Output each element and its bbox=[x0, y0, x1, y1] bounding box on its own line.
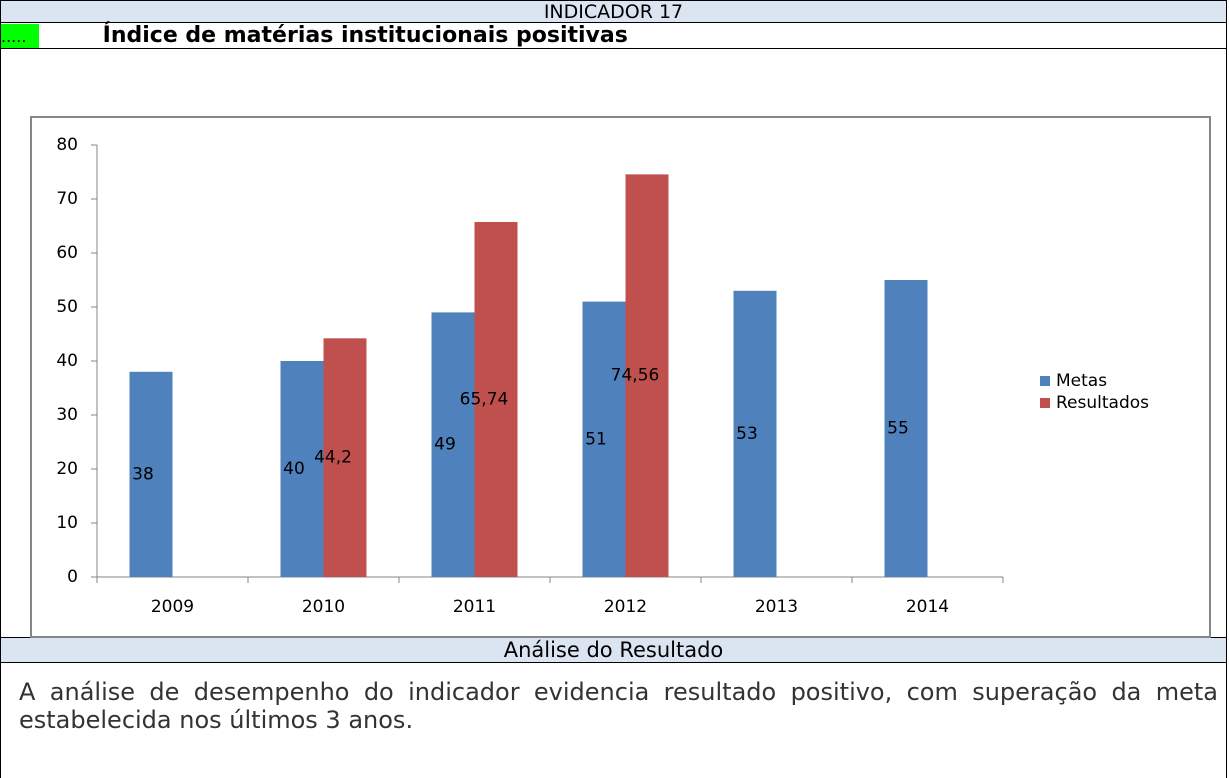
x-tick-label: 2013 bbox=[755, 597, 798, 617]
x-tick-label: 2012 bbox=[604, 597, 647, 617]
x-tick-label: 2010 bbox=[302, 597, 345, 617]
bar bbox=[884, 280, 928, 577]
analysis-cell: A análise de desempenho do indicador evi… bbox=[0, 662, 1227, 778]
data-label: 55 bbox=[887, 419, 909, 439]
bar bbox=[625, 174, 669, 577]
marker: ..... bbox=[1, 24, 39, 49]
x-tick-label: 2014 bbox=[906, 597, 949, 617]
bar bbox=[323, 338, 367, 577]
analysis-title: Análise do Resultado bbox=[503, 638, 724, 662]
analysis-text: A análise de desempenho do indicador evi… bbox=[19, 678, 1218, 734]
y-tick-label: 50 bbox=[56, 297, 78, 317]
bar bbox=[129, 371, 173, 577]
data-label: 53 bbox=[736, 424, 758, 444]
y-tick-label: 70 bbox=[56, 189, 78, 209]
bar bbox=[474, 222, 518, 577]
analysis-band: Análise do Resultado bbox=[0, 637, 1227, 663]
data-label: 74,56 bbox=[611, 366, 660, 386]
bar bbox=[280, 361, 324, 577]
data-label: 65,74 bbox=[460, 390, 509, 410]
y-tick-label: 40 bbox=[56, 351, 78, 371]
chart-cell bbox=[0, 48, 1227, 638]
x-tick-label: 2009 bbox=[151, 597, 194, 617]
header-band: INDICADOR 17 bbox=[0, 0, 1227, 23]
data-label: 49 bbox=[434, 435, 456, 455]
legend-label: Resultados bbox=[1056, 393, 1149, 413]
legend-swatch bbox=[1040, 376, 1050, 386]
bar bbox=[582, 301, 626, 577]
y-tick-label: 60 bbox=[56, 243, 78, 263]
data-label: 44,2 bbox=[314, 448, 352, 468]
bar bbox=[431, 312, 475, 577]
y-tick-label: 80 bbox=[56, 135, 78, 155]
data-label: 38 bbox=[132, 464, 154, 484]
y-tick-label: 0 bbox=[67, 567, 78, 587]
x-tick-label: 2011 bbox=[453, 597, 496, 617]
header-title: INDICADOR 17 bbox=[543, 1, 684, 23]
legend-label: Metas bbox=[1056, 371, 1107, 391]
legend-swatch bbox=[1040, 398, 1050, 408]
data-label: 51 bbox=[585, 429, 607, 449]
data-label: 40 bbox=[283, 459, 305, 479]
subtitle: Índice de matérias institucionais positi… bbox=[102, 23, 628, 48]
y-tick-label: 30 bbox=[56, 405, 78, 425]
y-tick-label: 20 bbox=[56, 459, 78, 479]
subtitle-row: ..... Índice de matérias institucionais … bbox=[0, 22, 1227, 49]
y-tick-label: 10 bbox=[56, 513, 78, 533]
bar bbox=[733, 290, 777, 577]
